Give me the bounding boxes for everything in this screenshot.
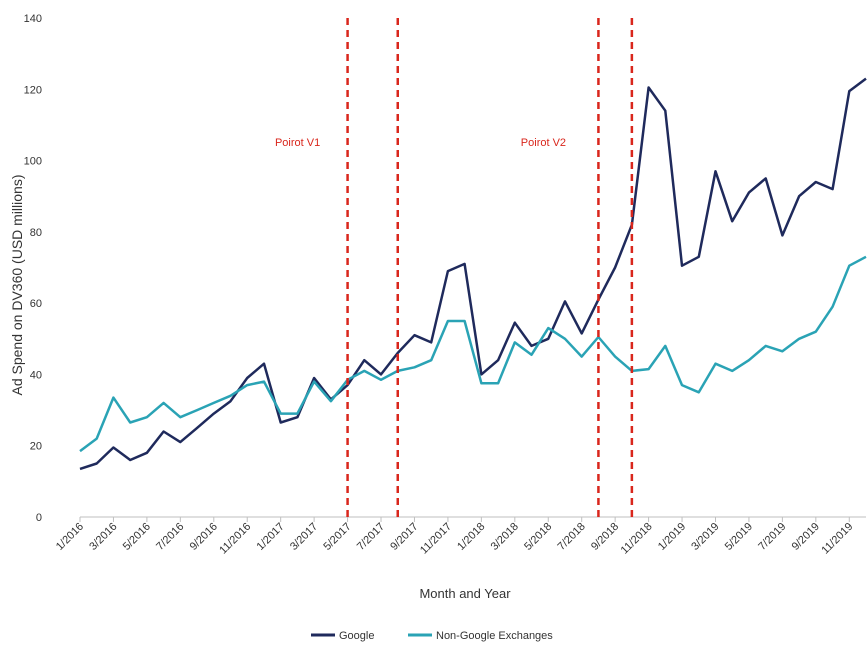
x-tick-label: 7/2017 — [355, 521, 387, 553]
y-tick-label: 80 — [30, 227, 42, 239]
x-tick-label: 5/2017 — [321, 521, 353, 553]
x-tick-label: 3/2016 — [87, 521, 119, 553]
x-tick-label: 1/2017 — [255, 521, 287, 553]
x-tick-label: 1/2016 — [54, 521, 86, 553]
y-axis-ticks: 0 20 40 60 80 100 120 140 — [24, 13, 42, 524]
x-tick-label: 9/2017 — [388, 521, 420, 553]
x-tick-label: 3/2018 — [489, 521, 521, 553]
x-tick-label: 5/2018 — [522, 521, 554, 553]
series-line-google — [79, 77, 867, 471]
x-tick-label: 1/2019 — [656, 521, 688, 553]
x-tick-label: 11/2019 — [819, 521, 855, 557]
x-tick-label: 7/2019 — [756, 521, 788, 553]
x-tick-label: 11/2017 — [418, 521, 454, 557]
x-tick-label: 11/2018 — [619, 521, 655, 557]
legend: Google Non-Google Exchanges — [311, 630, 553, 642]
y-tick-label: 140 — [24, 13, 42, 25]
x-tick-label: 11/2016 — [217, 521, 253, 557]
y-tick-label: 100 — [24, 156, 42, 168]
x-tick-label: 3/2017 — [288, 521, 320, 553]
y-axis-label: Ad Spend on DV360 (USD millions) — [9, 175, 25, 396]
x-tick-label: 5/2019 — [723, 521, 755, 553]
x-tick-label: 7/2018 — [556, 521, 588, 553]
x-tick-label: 9/2018 — [589, 521, 621, 553]
series-line-non-google — [79, 255, 867, 453]
x-axis-label: Month and Year — [419, 586, 511, 601]
annotation-label-poirot-v2: Poirot V2 — [521, 137, 566, 149]
annotations: Poirot V1 Poirot V2 — [275, 18, 634, 517]
x-tick-label: 5/2016 — [121, 521, 153, 553]
y-tick-label: 120 — [24, 84, 42, 96]
x-tick-label: 7/2016 — [154, 521, 186, 553]
legend-label-non-google: Non-Google Exchanges — [436, 630, 553, 642]
x-tick-label: 9/2016 — [188, 521, 220, 553]
x-tick-label: 9/2019 — [790, 521, 822, 553]
y-tick-label: 40 — [30, 369, 42, 381]
y-tick-label: 0 — [36, 512, 42, 524]
x-tick-label: 3/2019 — [689, 521, 721, 553]
series-lines — [79, 77, 867, 471]
y-tick-label: 60 — [30, 298, 42, 310]
y-tick-label: 20 — [30, 441, 42, 453]
legend-label-google: Google — [339, 630, 374, 642]
annotation-label-poirot-v1: Poirot V1 — [275, 137, 320, 149]
x-tick-label: 1/2018 — [455, 521, 487, 553]
